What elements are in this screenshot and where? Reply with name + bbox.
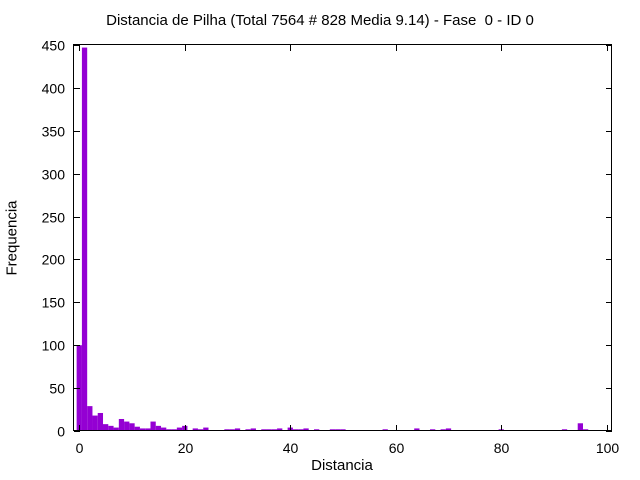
histogram-bar bbox=[150, 421, 156, 431]
histogram-bar bbox=[234, 428, 241, 431]
y-tick-label: 50 bbox=[49, 381, 65, 397]
x-tick-label: 40 bbox=[283, 440, 299, 456]
axis-ticks: 0 50 100 150 200 250 300 350 400 450 0 20 40 60 80 100 bbox=[42, 38, 620, 457]
histogram-bar bbox=[113, 427, 119, 431]
chart-title: Distancia de Pilha (Total 7564 # 828 Med… bbox=[106, 12, 534, 29]
histogram-bar bbox=[108, 425, 114, 431]
x-tick-label: 0 bbox=[76, 440, 84, 456]
histogram-bar bbox=[577, 423, 583, 431]
histogram-bar bbox=[124, 421, 130, 431]
histogram-bar bbox=[129, 423, 135, 431]
x-tick-label: 100 bbox=[596, 440, 620, 456]
histogram-bar bbox=[182, 425, 188, 431]
histogram-bar bbox=[134, 426, 140, 431]
histogram-bar bbox=[92, 415, 98, 431]
plot-frame bbox=[73, 44, 612, 431]
histogram-bar bbox=[277, 428, 283, 431]
histogram-bar bbox=[414, 428, 420, 431]
histogram-bar bbox=[250, 428, 256, 431]
y-tick-label: 400 bbox=[42, 81, 66, 97]
x-tick-label: 60 bbox=[389, 440, 405, 456]
histogram-bar bbox=[87, 406, 93, 431]
y-tick-label: 100 bbox=[42, 338, 66, 354]
histogram-bar bbox=[103, 424, 109, 431]
histogram-bar bbox=[192, 428, 198, 431]
x-axis-label: Distancia bbox=[311, 457, 373, 474]
y-tick-label: 250 bbox=[42, 210, 66, 226]
y-axis-label: Frequencia bbox=[3, 200, 21, 276]
histogram-bar bbox=[139, 428, 146, 431]
histogram-bar bbox=[176, 427, 183, 431]
bars-group bbox=[76, 47, 610, 431]
histogram-bar bbox=[161, 427, 167, 431]
histogram-bar bbox=[97, 412, 104, 431]
y-tick-label: 350 bbox=[42, 124, 66, 140]
histogram-bar bbox=[303, 428, 309, 431]
y-tick-label: 300 bbox=[42, 167, 66, 183]
histogram-bar bbox=[155, 425, 162, 431]
histogram-bar bbox=[203, 427, 209, 431]
y-tick-label: 150 bbox=[42, 295, 66, 311]
y-tick-label: 200 bbox=[42, 252, 66, 268]
x-tick-label: 20 bbox=[178, 440, 194, 456]
y-tick-label: 450 bbox=[42, 38, 66, 54]
histogram-bar bbox=[81, 47, 88, 431]
x-tick-label: 80 bbox=[494, 440, 510, 456]
histogram-bar bbox=[445, 428, 452, 431]
histogram-bar bbox=[145, 428, 151, 431]
y-tick-label: 0 bbox=[57, 424, 65, 440]
histogram-bar bbox=[118, 418, 125, 431]
